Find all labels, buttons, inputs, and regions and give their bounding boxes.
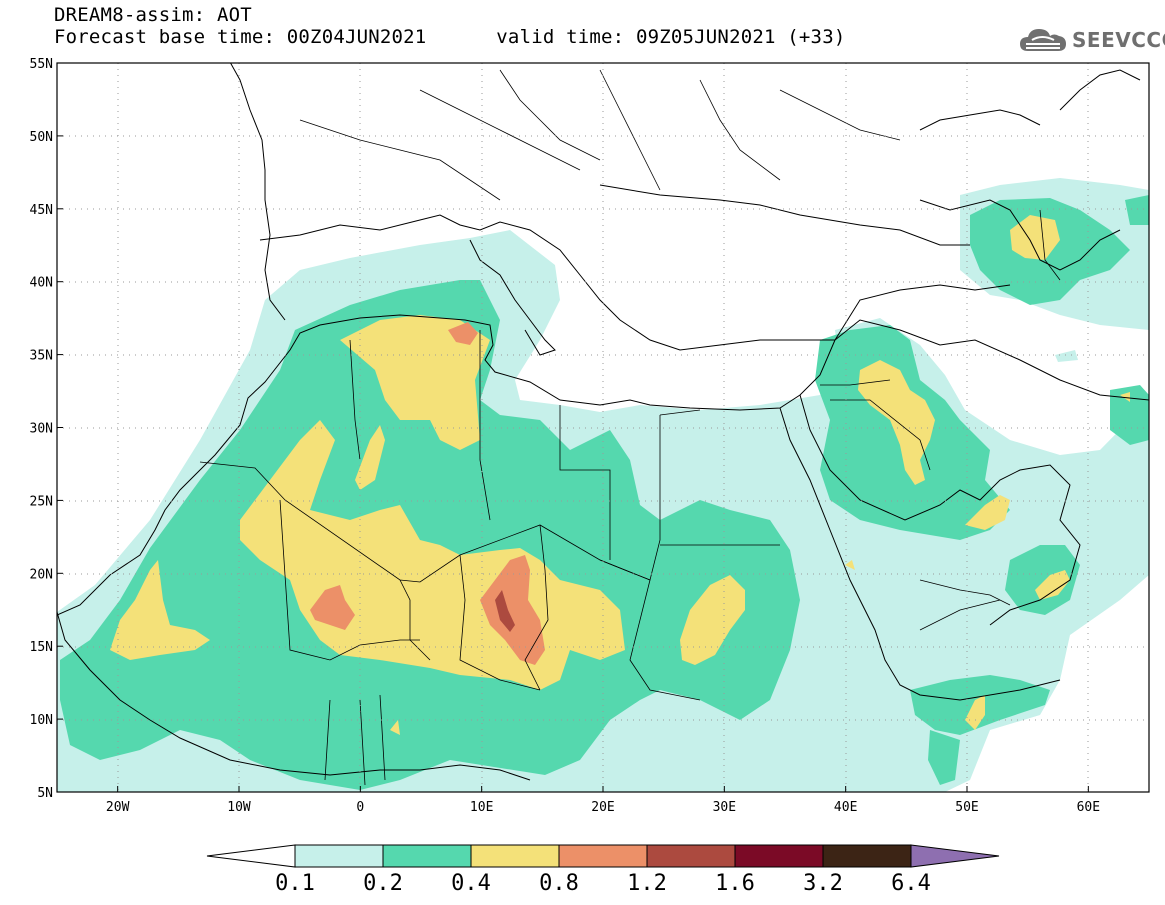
colorbar-label: 0.8	[539, 871, 579, 896]
lon-tick-label: 10E	[470, 800, 493, 815]
colorbar-label: 6.4	[891, 871, 931, 896]
lon-tick-label: 20W	[106, 800, 130, 815]
colorbar-bin	[470, 844, 560, 868]
colorbar-under-arrow	[206, 844, 296, 868]
lon-tick-label: 20E	[591, 800, 614, 815]
lat-tick-label: 20N	[30, 567, 53, 582]
colorbar-bin	[558, 844, 648, 868]
lat-tick-label: 5N	[37, 786, 53, 801]
colorbar-bin	[734, 844, 824, 868]
latitude-axis: 55N 50N 45N 40N 35N 30N 25N 20N 15N 10N 5N	[30, 57, 63, 801]
lat-tick-label: 40N	[30, 276, 53, 291]
lon-tick-label: 10W	[227, 800, 251, 815]
colorbar-label: 3.2	[803, 871, 843, 896]
longitude-axis: 20W 10W 0 10E 20E 30E 40E 50E 60E	[106, 786, 1100, 815]
logo-text: SEEVCCC	[1072, 28, 1165, 52]
map-area	[57, 63, 1149, 792]
cloud-icon	[1020, 29, 1066, 51]
colorbar-label: 0.2	[363, 871, 403, 896]
lat-tick-label: 55N	[30, 57, 53, 72]
colorbar-label: 0.1	[275, 871, 315, 896]
lat-tick-label: 45N	[30, 203, 53, 218]
colorbar-label: 0.4	[451, 871, 491, 896]
lon-tick-label: 40E	[834, 800, 857, 815]
lat-tick-label: 25N	[30, 494, 53, 509]
aot-fill-1.2	[495, 590, 515, 632]
graticule	[57, 63, 1149, 792]
colorbar	[206, 844, 1000, 868]
time-info: Forecast base time: 00Z04JUN2021 valid t…	[54, 26, 845, 48]
colorbar-bin	[294, 844, 384, 868]
map-title: DREAM8-assim: AOT	[54, 4, 252, 26]
aot-fill-0.8	[310, 322, 545, 665]
colorbar-label: 1.6	[715, 871, 755, 896]
lat-tick-label: 50N	[30, 130, 53, 145]
lon-tick-label: 0	[356, 800, 364, 815]
colorbar-bin	[822, 844, 912, 868]
base-time: Forecast base time: 00Z04JUN2021	[54, 26, 427, 48]
lon-tick-label: 60E	[1077, 800, 1100, 815]
country-borders	[199, 69, 1061, 786]
lat-tick-label: 10N	[30, 713, 53, 728]
colorbar-bin	[382, 844, 472, 868]
lat-tick-label: 35N	[30, 349, 53, 364]
colorbar-over-arrow	[910, 844, 1000, 868]
seevccc-logo: SEEVCCC	[1018, 24, 1165, 56]
coastlines	[57, 63, 1149, 781]
colorbar-label: 1.2	[627, 871, 667, 896]
lon-tick-label: 50E	[955, 800, 978, 815]
valid-time: valid time: 09Z05JUN2021 (+33)	[496, 26, 846, 48]
lat-tick-label: 30N	[30, 422, 53, 437]
lat-tick-label: 15N	[30, 640, 53, 655]
lon-tick-label: 30E	[713, 800, 736, 815]
colorbar-bin	[646, 844, 736, 868]
